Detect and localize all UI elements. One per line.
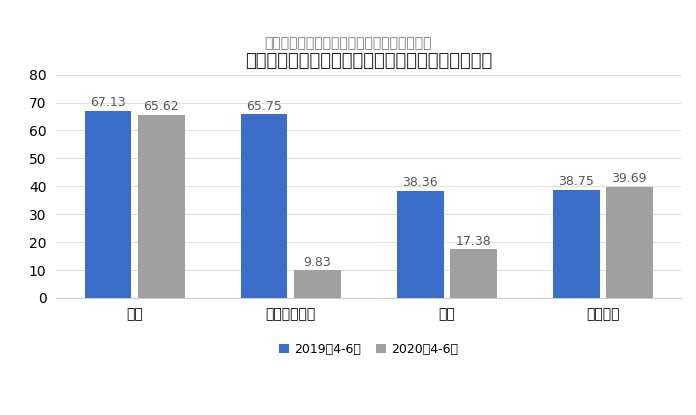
Bar [294,271,340,298]
Bar [553,190,599,298]
Bar [241,115,287,298]
Text: ディズニーの部門別売上高（単位：億ドル）: ディズニーの部門別売上高（単位：億ドル） [264,37,432,51]
Title: コロナでテーマパークと映画の売り上げが急減した: コロナでテーマパークと映画の売り上げが急減した [245,52,492,71]
Text: 38.36: 38.36 [402,176,438,189]
Text: 39.69: 39.69 [612,173,647,186]
Bar [450,249,496,298]
Bar [606,187,653,298]
Bar [397,191,443,298]
Text: 65.62: 65.62 [143,100,179,113]
Text: 67.13: 67.13 [90,96,126,109]
Text: 17.38: 17.38 [455,235,491,248]
Bar [85,110,132,298]
Bar [138,115,184,298]
Text: 65.75: 65.75 [246,100,282,113]
Legend: 2019年4-6月, 2020年4-6月: 2019年4-6月, 2020年4-6月 [274,338,463,361]
Text: 38.75: 38.75 [558,175,594,188]
Text: 9.83: 9.83 [303,256,331,269]
